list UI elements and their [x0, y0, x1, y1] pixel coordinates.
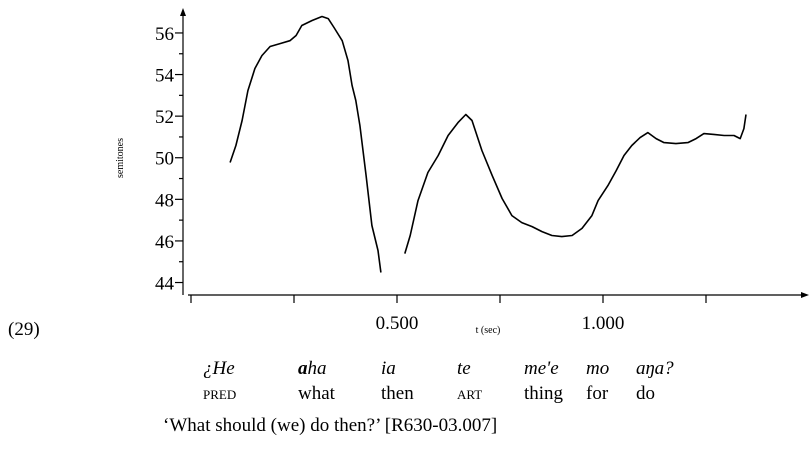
y-axis-arrow [180, 8, 186, 16]
translation: ‘What should (we) do then?’ [R630-03.007… [163, 415, 497, 436]
gloss-word: te [457, 358, 471, 379]
x-axis-arrow [801, 292, 809, 298]
y-tick-label: 56 [155, 24, 174, 45]
y-tick-label: 50 [155, 149, 174, 170]
y-tick-label: 54 [155, 66, 175, 87]
gloss-gloss: what [298, 383, 336, 404]
y-tick-label: 48 [155, 190, 174, 211]
pitch-contour [229, 15, 747, 273]
gloss-word: ¿He [203, 358, 235, 379]
y-axis-label: semitones [115, 138, 126, 178]
gloss-gloss: do [636, 383, 655, 404]
gloss-word: aŋa? [636, 358, 674, 379]
y-tick-label: 44 [155, 274, 175, 295]
example-number: (29) [8, 319, 40, 340]
gloss-word: aha [298, 358, 327, 379]
gloss-gloss: art [457, 383, 482, 404]
x-tick-label: 0.500 [376, 313, 419, 334]
x-tick-label: 1.000 [582, 313, 625, 334]
gloss-gloss: pred [203, 383, 236, 404]
gloss-word: ia [381, 358, 396, 379]
gloss-word: mo [586, 358, 609, 379]
bold-part: a [298, 358, 308, 379]
y-tick-label: 52 [155, 107, 174, 128]
gloss-word: me'e [524, 358, 559, 379]
x-axis-label: t (sec) [476, 325, 501, 336]
gloss-gloss: then [381, 383, 414, 404]
gloss-gloss: for [586, 383, 609, 404]
y-tick-label: 46 [155, 232, 174, 253]
gloss-gloss: thing [524, 383, 564, 404]
